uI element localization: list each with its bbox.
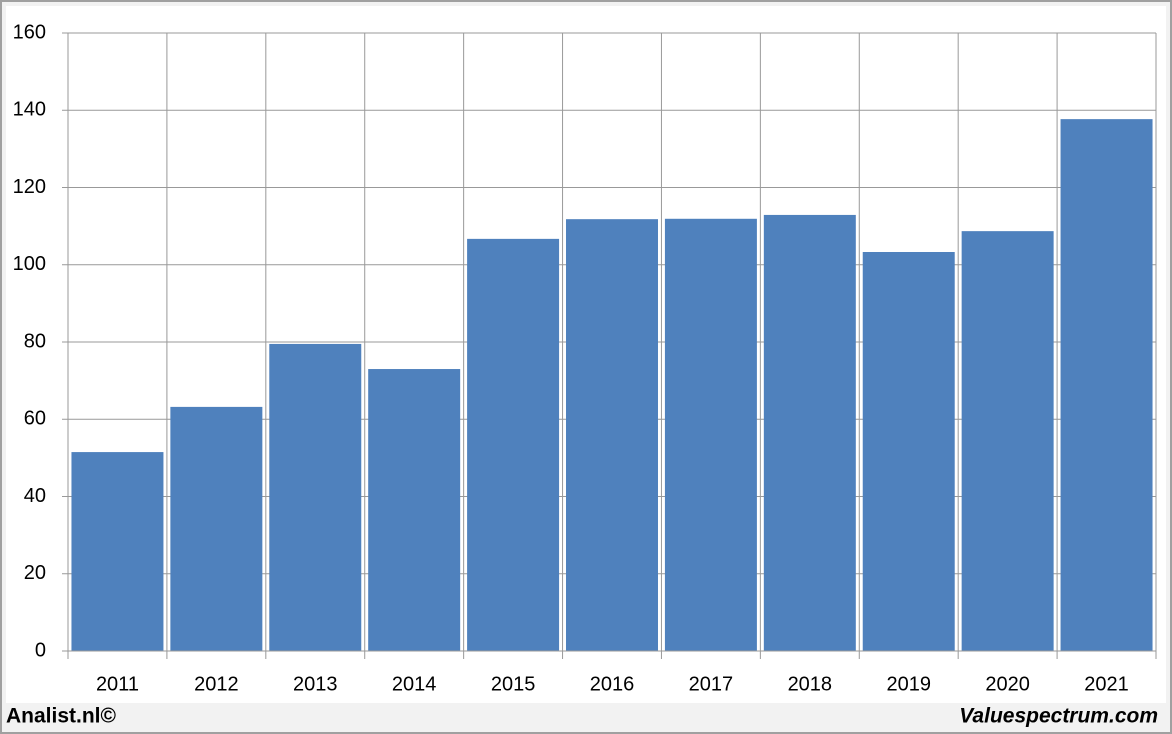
y-tick-label: 40 xyxy=(24,485,46,507)
bar xyxy=(763,214,856,651)
x-tick-label: 2015 xyxy=(491,673,536,695)
x-tick-label: 2017 xyxy=(689,673,734,695)
footer-left: Analist.nl© xyxy=(6,705,117,728)
bar xyxy=(664,218,757,651)
bar xyxy=(71,452,164,651)
bar xyxy=(862,252,955,651)
x-tick-label: 2021 xyxy=(1084,673,1129,695)
bar xyxy=(269,343,362,651)
bar xyxy=(961,231,1054,652)
x-tick-label: 2011 xyxy=(96,673,139,695)
x-tick-label: 2016 xyxy=(590,673,635,695)
x-tick-label: 2020 xyxy=(985,673,1030,695)
y-tick-label: 0 xyxy=(35,639,46,661)
bar xyxy=(368,369,461,651)
bar xyxy=(467,238,560,651)
bar xyxy=(1060,119,1153,652)
x-tick-label: 2012 xyxy=(194,673,239,695)
x-tick-label: 2019 xyxy=(886,673,931,695)
x-tick-label: 2013 xyxy=(293,673,338,695)
x-tick-label: 2014 xyxy=(392,673,437,695)
y-tick-label: 20 xyxy=(24,562,46,584)
bar xyxy=(170,406,263,651)
y-tick-label: 160 xyxy=(13,21,46,43)
y-tick-label: 140 xyxy=(13,99,46,121)
y-tick-label: 80 xyxy=(24,330,46,352)
y-tick-label: 120 xyxy=(13,176,46,198)
bar xyxy=(566,219,658,652)
x-tick-label: 2018 xyxy=(788,673,833,695)
y-tick-label: 60 xyxy=(24,408,46,430)
footer-right: Valuespectrum.com xyxy=(959,705,1158,728)
y-tick-label: 100 xyxy=(13,253,46,275)
